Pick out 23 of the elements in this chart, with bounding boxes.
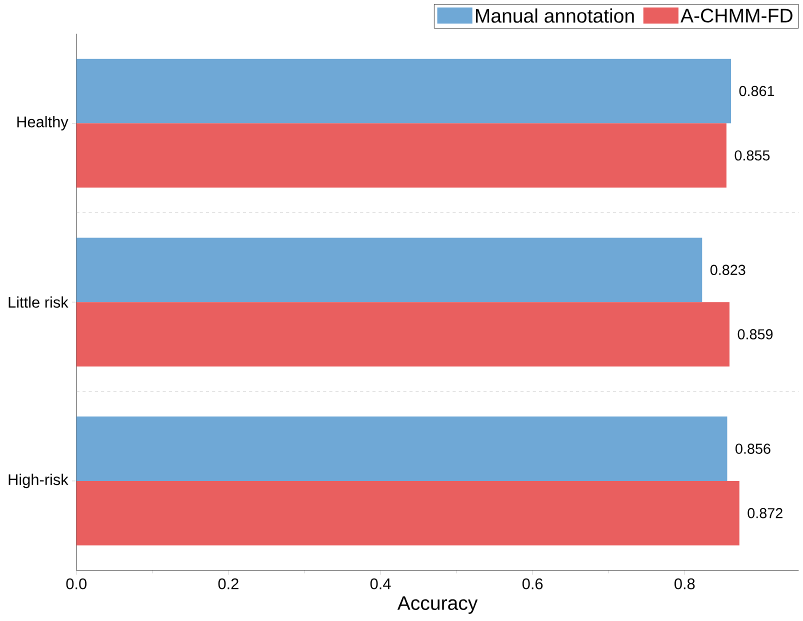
bar [76,302,730,366]
data-label: 0.859 [738,328,773,340]
bar [76,58,732,124]
x-tick-label: 0.2 [218,578,238,590]
x-tick-label: 0.0 [66,578,86,590]
bar [76,123,726,188]
data-label: 0.856 [736,443,770,454]
bar [76,480,740,546]
x-tick-label: 0.6 [522,578,543,590]
data-label: 0.823 [710,264,746,275]
y-tick-label: Healthy [17,116,68,130]
bar [76,238,702,302]
legend-label: Manual annotation [476,8,634,23]
legend-label: A-CHMM-FD [680,8,792,22]
data-label: 0.872 [748,508,782,518]
y-tick-label: Little risk [8,296,68,308]
x-tick-label: 0.4 [370,578,391,590]
bar [76,416,728,481]
x-axis-title: Accuracy [397,596,478,614]
x-tick-label: 0.8 [674,578,695,590]
y-tick-label: High-risk [8,474,68,488]
data-label: 0.855 [734,150,770,160]
data-label: 0.861 [739,86,774,96]
